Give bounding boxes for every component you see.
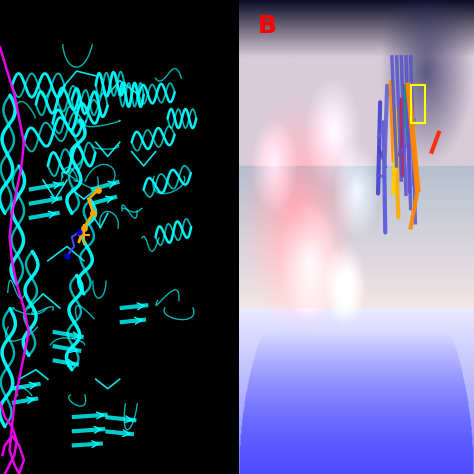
Point (63, 252, 71, 260)
Text: B: B (258, 14, 277, 38)
Point (80, 224, 88, 231)
Point (75, 228, 83, 236)
Point (94, 186, 102, 193)
Point (90, 210, 97, 217)
Bar (410, 85, 425, 123)
